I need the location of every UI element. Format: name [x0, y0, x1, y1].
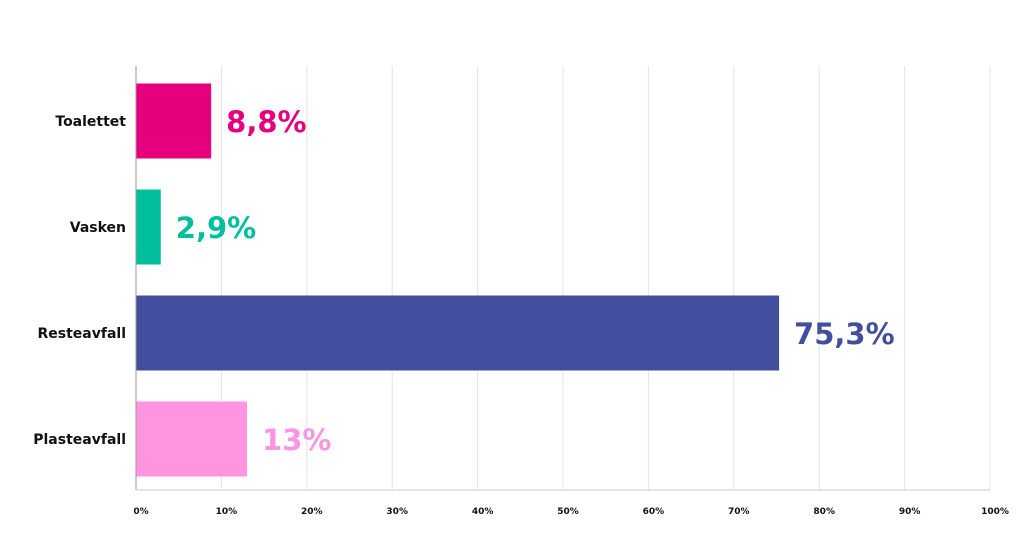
data-label: 8,8%	[226, 105, 306, 139]
bar-plasteavfall	[136, 401, 248, 477]
category-label: Vasken	[70, 220, 126, 236]
data-label: 2,9%	[176, 211, 256, 245]
x-tick-label: 100%	[981, 507, 1009, 517]
x-tick-label: 30%	[386, 507, 408, 517]
x-tick-label: 80%	[813, 507, 835, 517]
category-label: Resteavfall	[37, 326, 126, 342]
category-label: Plasteavfall	[33, 432, 126, 448]
x-tick-label: 60%	[643, 507, 665, 517]
x-tick-label: 70%	[728, 507, 750, 517]
x-tick-label: 10%	[216, 507, 238, 517]
x-tick-label: 90%	[899, 507, 921, 517]
data-label: 75,3%	[794, 317, 895, 351]
x-tick-label: 50%	[557, 507, 579, 517]
x-tick-label: 20%	[301, 507, 323, 517]
bars	[136, 83, 780, 477]
x-tick-label: 40%	[472, 507, 494, 517]
category-label: Toalettet	[55, 114, 126, 130]
bar-resteavfall	[136, 295, 780, 371]
x-tick-label: 0%	[133, 507, 148, 517]
x-axis: 0% 10% 20% 30% 40% 50% 60% 70% 80% 90% 100%	[133, 66, 1009, 517]
grid-lines	[220, 66, 991, 490]
bar-toalettet	[136, 83, 212, 159]
bar-vasken	[136, 189, 161, 265]
data-label: 13%	[262, 423, 331, 457]
category-labels: Toalettet Vasken Resteavfall Plasteavfall	[33, 114, 126, 448]
value-labels: 8,8% 2,9% 75,3% 13%	[176, 105, 895, 457]
